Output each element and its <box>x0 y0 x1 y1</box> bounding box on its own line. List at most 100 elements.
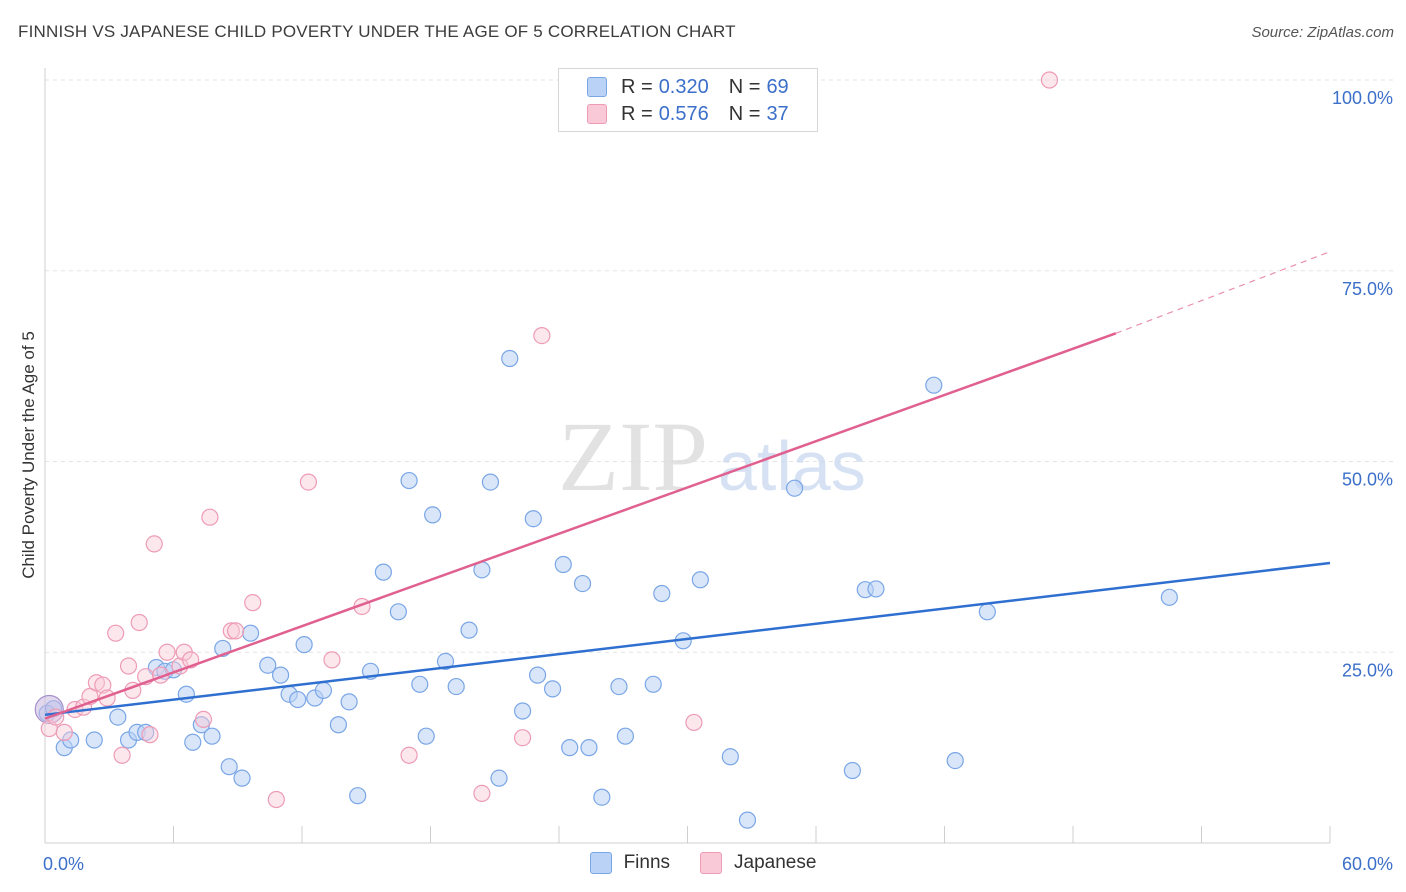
trend-layer <box>44 251 1331 720</box>
japanese-point <box>94 676 112 694</box>
japanese-point <box>227 622 245 640</box>
japanese-points <box>40 71 1059 809</box>
japanese-point <box>222 622 240 640</box>
finns-point <box>843 761 862 780</box>
legend-n-label: N = <box>728 75 761 98</box>
legend-n-value: 69 <box>766 75 789 98</box>
finns-point <box>417 727 435 745</box>
finns-point <box>242 624 260 642</box>
finns-point <box>329 716 348 734</box>
japanese-trend-line <box>44 332 1117 720</box>
finns-point <box>554 555 572 574</box>
legend-row-japanese: R = 0.576 N = 37 <box>587 102 809 126</box>
japanese-point <box>158 643 176 661</box>
japanese-point <box>194 710 213 728</box>
finns-point <box>946 751 964 770</box>
finns-point <box>109 708 127 726</box>
source-label: Source: ZipAtlas.com <box>1251 24 1394 41</box>
bottom-legend-finns-label: Finns <box>623 852 671 873</box>
japanese-point <box>119 657 138 675</box>
finns-point <box>580 739 598 757</box>
legend-row-finns: R = 0.320 N = 69 <box>587 75 809 99</box>
y-tick-label: 100.0% <box>1332 88 1393 108</box>
finns-point <box>271 666 290 684</box>
finns-point <box>925 376 943 394</box>
finns-point <box>374 563 392 581</box>
finns-point <box>460 621 478 639</box>
finns-point <box>184 733 202 751</box>
finns-point <box>738 811 757 829</box>
x-tick-label: 60.0% <box>1342 854 1393 874</box>
japanese-point <box>130 613 148 632</box>
finns-point <box>400 471 418 490</box>
finns-point <box>259 656 277 674</box>
finns-point <box>1160 588 1178 606</box>
finns-point <box>424 506 442 524</box>
finns-point <box>389 603 407 621</box>
finns-point <box>867 580 885 598</box>
finns-point <box>721 748 739 766</box>
finns-point <box>436 652 455 671</box>
finns-point <box>644 675 662 693</box>
finns-point <box>528 666 547 684</box>
y-tick-label: 75.0% <box>1342 279 1393 299</box>
japanese-point <box>267 790 285 809</box>
finns-point <box>490 769 508 787</box>
finns-point <box>295 636 313 654</box>
legend-r-label: R = <box>621 75 653 98</box>
legend-n-label: N = <box>728 102 761 125</box>
grid-layer: 25.0% 50.0% 75.0% 100.0% <box>45 79 1395 680</box>
finns-trend-line <box>44 561 1331 717</box>
finns-point <box>501 349 519 368</box>
bottom-legend-japanese-label: Japanese <box>734 852 817 873</box>
legend: R = 0.320 N = 69 R = 0.576 N = 37 <box>558 68 818 132</box>
japanese-swatch <box>700 852 723 874</box>
japanese-point <box>244 594 262 612</box>
finns-point <box>447 677 465 696</box>
finns-swatch <box>587 77 607 97</box>
japanese-point <box>400 746 418 764</box>
finns-point <box>220 758 238 776</box>
bottom-legend-japanese: Japanese <box>700 852 816 874</box>
finns-point <box>203 727 221 745</box>
finns-point <box>691 571 709 589</box>
x-tick-label: 0.0% <box>43 854 84 874</box>
japanese-point <box>685 713 703 732</box>
finns-point <box>543 680 562 698</box>
finns-point <box>653 584 671 603</box>
finns-point <box>85 731 103 749</box>
finns-point <box>785 479 804 497</box>
finns-point <box>561 739 579 757</box>
legend-r-label: R = <box>621 102 653 125</box>
finns-point <box>524 510 542 528</box>
japanese-point <box>55 723 73 741</box>
finns-point <box>616 727 634 745</box>
japanese-point <box>113 746 131 764</box>
japanese-point <box>145 535 163 553</box>
japanese-point <box>107 624 125 642</box>
chart-title: FINNISH VS JAPANESE CHILD POVERTY UNDER … <box>18 22 736 41</box>
finns-swatch <box>589 852 612 874</box>
y-tick-label: 25.0% <box>1342 660 1393 680</box>
japanese-point <box>323 651 341 669</box>
finns-point <box>513 702 532 720</box>
legend-r-value: 0.576 <box>658 102 709 125</box>
finns-point <box>610 677 628 696</box>
japanese-point <box>201 508 219 526</box>
y-tick-label: 50.0% <box>1342 470 1393 490</box>
finns-point <box>593 788 611 806</box>
finns-point <box>314 681 333 700</box>
finns-point <box>573 574 592 593</box>
japanese-point <box>513 729 532 747</box>
finns-point <box>340 693 358 711</box>
watermark-zip: ZIP <box>558 401 708 512</box>
finns-points <box>34 349 1178 829</box>
japanese-point <box>141 726 159 744</box>
finns-point <box>34 694 64 725</box>
japanese-swatch <box>587 104 607 124</box>
bottom-legend-finns: Finns <box>589 852 671 874</box>
y-axis-label: Child Poverty Under the Age of 5 <box>19 331 38 579</box>
finns-point <box>349 787 367 805</box>
finns-point <box>481 473 500 491</box>
